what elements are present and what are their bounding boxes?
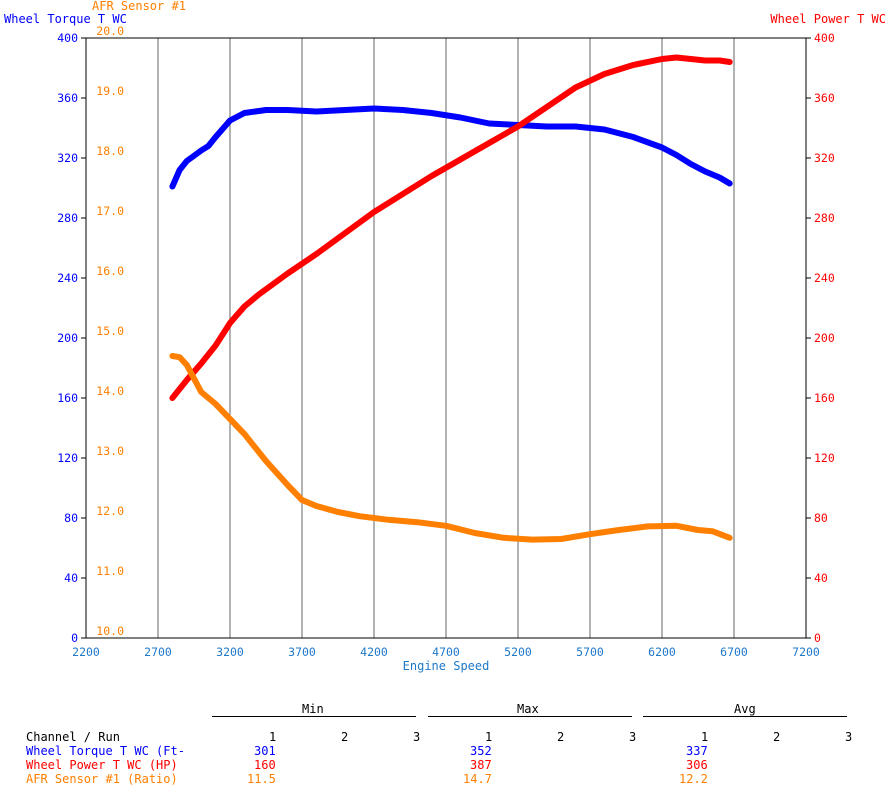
run-label: 1 <box>701 730 709 744</box>
afr-axis-label: AFR Sensor #1 <box>92 0 186 13</box>
x-tick-label: 5200 <box>504 645 532 659</box>
series-lines <box>169 54 733 543</box>
left-axis-ticks: 0 40 80 120 160 200 240 280 320 360 400 <box>57 31 86 645</box>
left-tick-label: 200 <box>57 331 78 345</box>
right-axis-label: Wheel Power T WC <box>770 12 886 26</box>
x-tick-label: 7200 <box>792 645 820 659</box>
x-tick-label: 6200 <box>648 645 676 659</box>
torque-avg: 337 <box>686 744 708 758</box>
afr-tick-label: 15.0 <box>96 324 124 338</box>
right-tick-label: 400 <box>814 31 835 45</box>
x-tick-label: 6700 <box>720 645 748 659</box>
afr-axis-ticks: 10.0 11.0 12.0 13.0 14.0 15.0 16.0 17.0 18.0 19.0… <box>96 24 124 638</box>
run-label: 2 <box>773 730 781 744</box>
group-header-min: Min <box>302 702 324 716</box>
group-rule-max <box>428 716 632 717</box>
right-axis-ticks: 0 40 80 120 160 200 240 280 320 360 400 <box>806 31 835 645</box>
power-min: 160 <box>254 758 276 772</box>
right-tick-label: 0 <box>814 631 821 645</box>
summary-table: Min Max Avg Channel / Run 1 2 3 1 2 3 1 … <box>0 698 892 798</box>
left-tick-label: 120 <box>57 451 78 465</box>
right-tick-label: 240 <box>814 271 835 285</box>
torque-max: 352 <box>470 744 492 758</box>
right-tick-label: 200 <box>814 331 835 345</box>
afr-max: 14.7 <box>463 772 492 786</box>
afr-tick-label: 14.0 <box>96 384 124 398</box>
afr-tick-label: 19.0 <box>96 84 124 98</box>
right-tick-label: 160 <box>814 391 835 405</box>
left-tick-label: 240 <box>57 271 78 285</box>
torque-min: 301 <box>254 744 276 758</box>
group-header-avg: Avg <box>734 702 756 716</box>
group-rule-min <box>212 716 416 717</box>
left-tick-label: 280 <box>57 211 78 225</box>
x-tick-label: 3700 <box>288 645 316 659</box>
run-label: 3 <box>629 730 637 744</box>
x-tick-label: 5700 <box>576 645 604 659</box>
power-avg: 306 <box>686 758 708 772</box>
afr-avg: 12.2 <box>679 772 708 786</box>
afr-tick-label: 17.0 <box>96 204 124 218</box>
run-label: 1 <box>269 730 277 744</box>
left-tick-label: 360 <box>57 91 78 105</box>
x-tick-label: 2700 <box>144 645 172 659</box>
x-axis-ticks: 2200 2700 3200 3700 4200 4700 5200 5700 6200 6700… <box>72 645 820 659</box>
x-tick-label: 3200 <box>216 645 244 659</box>
x-axis-label: Engine Speed <box>403 659 490 673</box>
afr-tick-label: 10.0 <box>96 624 124 638</box>
channel-name-torque: Wheel Torque T WC (Ft- <box>26 744 185 758</box>
series-line-left <box>169 105 733 190</box>
left-tick-label: 160 <box>57 391 78 405</box>
afr-tick-label: 11.0 <box>96 564 124 578</box>
channel-name-power: Wheel Power T WC (HP) <box>26 758 178 772</box>
group-header-max: Max <box>517 702 539 716</box>
left-tick-label: 320 <box>57 151 78 165</box>
right-tick-label: 360 <box>814 91 835 105</box>
right-tick-label: 80 <box>814 511 828 525</box>
dyno-chart: 2200 2700 3200 3700 4200 4700 5200 5700 6200 6700… <box>4 0 886 673</box>
run-header: Channel / Run <box>26 730 120 744</box>
run-label: 3 <box>413 730 421 744</box>
left-tick-label: 0 <box>71 631 78 645</box>
channel-name-afr: AFR Sensor #1 (Ratio) <box>26 772 178 786</box>
run-label: 2 <box>341 730 349 744</box>
left-tick-label: 400 <box>57 31 78 45</box>
afr-min: 11.5 <box>247 772 276 786</box>
afr-tick-label: 13.0 <box>96 444 124 458</box>
left-tick-label: 40 <box>64 571 78 585</box>
afr-tick-label: 20.0 <box>96 24 124 38</box>
left-axis-label: Wheel Torque T WC <box>4 12 127 26</box>
grid-lines <box>157 38 735 638</box>
x-tick-label: 4200 <box>360 645 388 659</box>
afr-tick-label: 18.0 <box>96 144 124 158</box>
right-tick-label: 120 <box>814 451 835 465</box>
afr-tick-label: 12.0 <box>96 504 124 518</box>
afr-tick-label: 16.0 <box>96 264 124 278</box>
series-line-right <box>169 54 733 401</box>
right-tick-label: 280 <box>814 211 835 225</box>
x-tick-label: 4700 <box>432 645 460 659</box>
power-max: 387 <box>470 758 492 772</box>
run-label: 3 <box>845 730 853 744</box>
x-tick-label: 2200 <box>72 645 100 659</box>
right-tick-label: 40 <box>814 571 828 585</box>
right-tick-label: 320 <box>814 151 835 165</box>
left-tick-label: 80 <box>64 511 78 525</box>
series-line-afr <box>169 353 733 543</box>
group-rule-avg <box>643 716 847 717</box>
run-label: 1 <box>485 730 493 744</box>
run-label: 2 <box>557 730 565 744</box>
